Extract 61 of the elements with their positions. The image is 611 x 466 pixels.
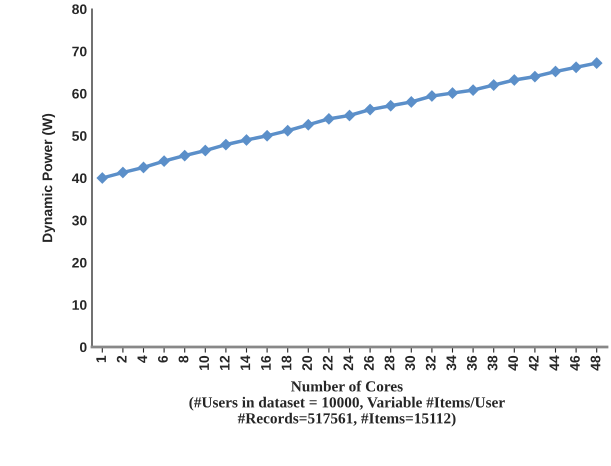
x-tick-label: 24 (343, 355, 354, 370)
point (550, 66, 562, 78)
y-tick-label: 40 (72, 173, 87, 184)
x-tick-label: 20 (302, 356, 312, 370)
x-tick-label: 42 (528, 356, 538, 371)
point (179, 150, 190, 162)
point (446, 87, 458, 99)
point (261, 130, 273, 142)
point (282, 125, 294, 136)
x-tick-label: 40 (508, 356, 518, 371)
point (240, 134, 252, 146)
x-tick-label: 48 (590, 356, 600, 371)
x-tick-label: 14 (240, 355, 250, 370)
x-tick-label: 34 (446, 355, 456, 370)
point (570, 62, 582, 73)
point (467, 84, 479, 96)
point (406, 96, 417, 108)
point (385, 100, 396, 112)
x-tick-label: 12 (220, 356, 230, 370)
y-tick-label: 50 (72, 131, 87, 141)
point (426, 90, 438, 102)
x-tick-label: 6 (158, 356, 168, 363)
point (200, 144, 211, 156)
x-tick-label: 46 (570, 356, 580, 371)
x-tick-label: 8 (178, 356, 188, 363)
x-axis-title: Number of Cores (#Users in dataset = 10000, Variable #Items/User #Records=517561, #Items=15112) (189, 380, 505, 427)
point (138, 162, 150, 174)
x-tick-label: 44 (550, 355, 560, 371)
x-tick-label: 30 (405, 356, 416, 370)
x-tick-label: 10 (199, 356, 210, 370)
x-tick-label: 1 (96, 356, 106, 362)
point (117, 166, 129, 178)
x-tick-label: 38 (488, 356, 498, 370)
point (302, 119, 314, 130)
x-tick-label: 18 (282, 356, 292, 370)
x-tick-label: 28 (384, 356, 394, 370)
x-tick-label: 26 (364, 356, 374, 370)
point (529, 70, 541, 82)
y-tick-label: 20 (72, 258, 87, 268)
point (96, 172, 108, 184)
x-tick-label: 36 (466, 356, 477, 370)
x-tick-label: 4 (138, 355, 148, 363)
y-axis-title: Dynamic Power (W) (42, 114, 56, 242)
x-tick-label: 16 (260, 356, 271, 370)
point (364, 104, 376, 116)
point (220, 139, 232, 150)
y-tick-label: 30 (72, 216, 87, 226)
y-tick-label: 70 (72, 46, 87, 56)
point (344, 110, 356, 122)
point (508, 74, 520, 86)
y-tick-label: 80 (72, 4, 87, 14)
point (591, 57, 602, 69)
x-tick-label: 32 (426, 356, 436, 370)
point (323, 113, 335, 124)
y-tick-label: 60 (72, 88, 87, 99)
point (158, 155, 170, 167)
point (488, 79, 500, 91)
x-tick-label: 22 (322, 356, 332, 370)
y-tick-label: 0 (80, 342, 87, 352)
y-tick-label: 10 (72, 300, 87, 310)
x-tick-label: 2 (116, 356, 126, 363)
